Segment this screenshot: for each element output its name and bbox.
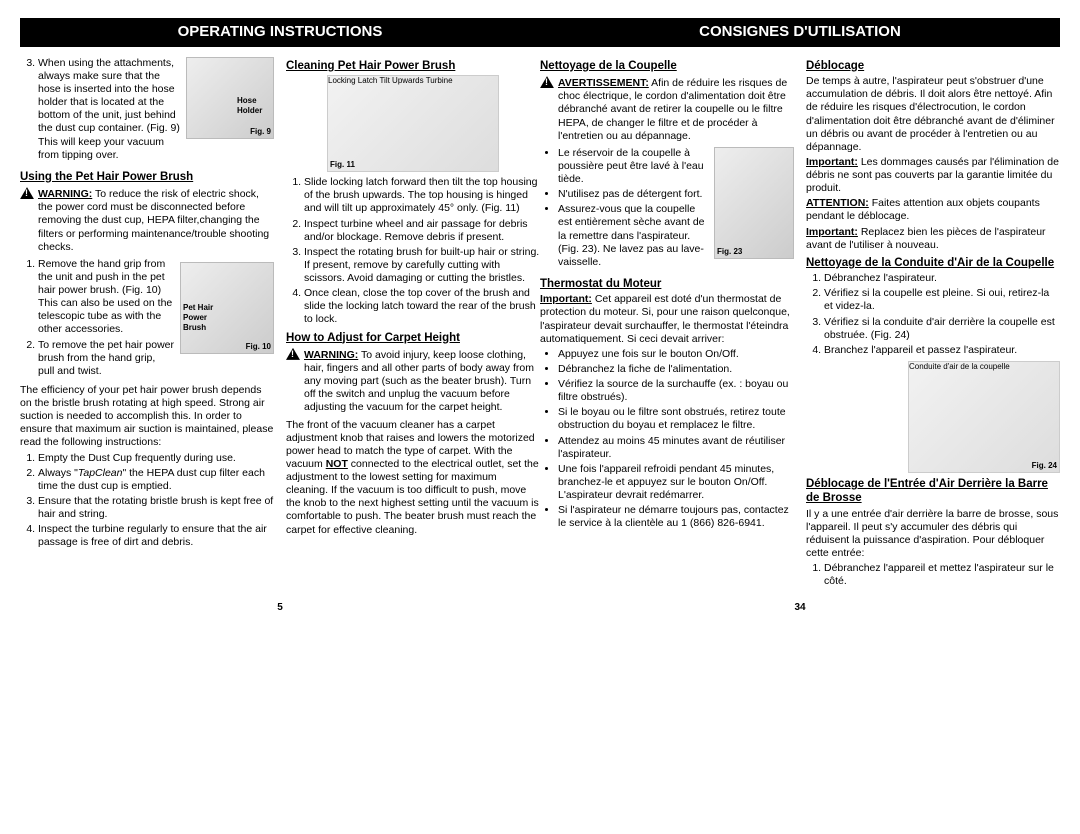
eff-1: Empty the Dust Cup frequently during use… bbox=[38, 452, 274, 465]
warning-icon bbox=[540, 76, 554, 88]
warn-adj-label: WARNING: bbox=[304, 349, 358, 361]
efficiency-list: Empty the Dust Cup frequently during use… bbox=[20, 452, 274, 550]
title-pet-brush: Using the Pet Hair Power Brush bbox=[20, 170, 274, 184]
warning-icon bbox=[286, 348, 300, 360]
th-5: Attendez au moins 45 minutes avant de ré… bbox=[558, 435, 794, 461]
th-6: Une fois l'appareil refroidi pendant 45 … bbox=[558, 463, 794, 502]
efficiency-para: The efficiency of your pet hair power br… bbox=[20, 384, 274, 450]
clean-3: Inspect the rotating brush for built-up … bbox=[304, 246, 540, 285]
conduite-list: Débranchez l'aspirateur. Vérifiez si la … bbox=[806, 272, 1060, 357]
fig11-turbine: Turbine bbox=[426, 76, 453, 85]
title-adjust: How to Adjust for Carpet Height bbox=[286, 331, 540, 345]
eff-2: Always "TapClean" the HEPA dust cup filt… bbox=[38, 467, 274, 493]
header-left: OPERATING INSTRUCTIONS bbox=[20, 18, 540, 47]
deblocage-att: ATTENTION: Faites attention aux objets c… bbox=[806, 197, 1060, 223]
left-col1: Hose Holder Fig. 9 When using the attach… bbox=[20, 55, 274, 593]
thermostat-intro: Important: Cet appareil est doté d'un th… bbox=[540, 293, 794, 346]
barre-list: Débranchez l'appareil et mettez l'aspira… bbox=[806, 562, 1060, 588]
page-number-right: 34 bbox=[540, 602, 1060, 615]
fig9-hose-label: Hose Holder bbox=[237, 96, 271, 116]
cond-2: Vérifiez si la coupelle est pleine. Si o… bbox=[824, 287, 1060, 313]
adjust-para: The front of the vacuum cleaner has a ca… bbox=[286, 419, 540, 537]
manual-spread: OPERATING INSTRUCTIONS Hose Holder Fig. … bbox=[20, 18, 1060, 615]
avertissement: AVERTISSEMENT: Afin de réduire les risqu… bbox=[540, 75, 794, 145]
deblocage-imp1: Important: Les dommages causés par l'éli… bbox=[806, 156, 1060, 195]
right-col2: Déblocage De temps à autre, l'aspirateur… bbox=[806, 55, 1060, 593]
th-2: Débranchez la fiche de l'alimentation. bbox=[558, 363, 794, 376]
eff-3: Ensure that the rotating bristle brush i… bbox=[38, 495, 274, 521]
cond-1: Débranchez l'aspirateur. bbox=[824, 272, 1060, 285]
cond-4: Branchez l'appareil et passez l'aspirate… bbox=[824, 344, 1060, 357]
th-1: Appuyez une fois sur le bouton On/Off. bbox=[558, 348, 794, 361]
th-4: Si le boyau ou le filtre sont obstrués, … bbox=[558, 406, 794, 432]
title-deblocage: Déblocage bbox=[806, 59, 1060, 73]
figure-11: Locking Latch Tilt Upwards Turbine Fig. … bbox=[327, 75, 499, 172]
barre-intro: Il y a une entrée d'air derrière la barr… bbox=[806, 508, 1060, 561]
page-number-left: 5 bbox=[20, 602, 540, 615]
figure-24: Conduite d'air de la coupelle Fig. 24 bbox=[908, 361, 1060, 473]
deblocage-intro: De temps à autre, l'aspirateur peut s'ob… bbox=[806, 75, 1060, 154]
fig23-caption: Fig. 23 bbox=[717, 247, 742, 257]
fig10-label: Pet Hair Power Brush bbox=[183, 303, 217, 333]
fig24-caption: Fig. 24 bbox=[1032, 461, 1057, 471]
clean-2: Inspect turbine wheel and air passage fo… bbox=[304, 218, 540, 244]
barre-1: Débranchez l'appareil et mettez l'aspira… bbox=[824, 562, 1060, 588]
avert-label: AVERTISSEMENT: bbox=[558, 77, 649, 89]
deblocage-imp2: Important: Replacez bien les pièces de l… bbox=[806, 226, 1060, 252]
right-col1: Nettoyage de la Coupelle AVERTISSEMENT: … bbox=[540, 55, 794, 593]
title-conduite: Nettoyage de la Conduite d'Air de la Cou… bbox=[806, 256, 1060, 270]
page-right: CONSIGNES D'UTILISATION Nettoyage de la … bbox=[540, 18, 1060, 615]
title-nettoyage: Nettoyage de la Coupelle bbox=[540, 59, 794, 73]
left-col2: Cleaning Pet Hair Power Brush Locking La… bbox=[286, 55, 540, 593]
th-3: Vérifiez la source de la surchauffe (ex.… bbox=[558, 378, 794, 404]
figure-23: Fig. 23 bbox=[714, 147, 794, 259]
figure-9: Hose Holder Fig. 9 bbox=[186, 57, 274, 139]
figure-10: Pet Hair Power Brush Fig. 10 bbox=[180, 262, 274, 354]
thermostat-list: Appuyez une fois sur le bouton On/Off. D… bbox=[540, 348, 794, 531]
title-thermostat: Thermostat du Moteur bbox=[540, 277, 794, 291]
eff-4: Inspect the turbine regularly to ensure … bbox=[38, 523, 274, 549]
cond-3: Vérifiez si la conduite d'air derrière l… bbox=[824, 316, 1060, 342]
header-right: CONSIGNES D'UTILISATION bbox=[540, 18, 1060, 47]
title-barre: Déblocage de l'Entrée d'Air Derrière la … bbox=[806, 477, 1060, 506]
fig11-tilt: Tilt Upwards bbox=[379, 76, 423, 85]
warn-pet-label: WARNING: bbox=[38, 188, 92, 200]
page-left: OPERATING INSTRUCTIONS Hose Holder Fig. … bbox=[20, 18, 540, 615]
fig24-label: Conduite d'air de la coupelle bbox=[909, 362, 1010, 371]
fig11-caption: Fig. 11 bbox=[330, 160, 355, 170]
clean-1: Slide locking latch forward then tilt th… bbox=[304, 176, 540, 215]
fig9-caption: Fig. 9 bbox=[250, 127, 271, 137]
clean-steps: Slide locking latch forward then tilt th… bbox=[286, 176, 540, 326]
title-clean-brush: Cleaning Pet Hair Power Brush bbox=[286, 59, 540, 73]
warning-adjust: WARNING: To avoid injury, keep loose clo… bbox=[286, 347, 540, 417]
fig10-caption: Fig. 10 bbox=[246, 342, 271, 352]
warning-pet: WARNING: To reduce the risk of electric … bbox=[20, 186, 274, 256]
th-7: Si l'aspirateur ne démarre toujours pas,… bbox=[558, 504, 794, 530]
fig11-latch: Locking Latch bbox=[328, 76, 377, 85]
clean-4: Once clean, close the top cover of the b… bbox=[304, 287, 540, 326]
warning-icon bbox=[20, 187, 34, 199]
